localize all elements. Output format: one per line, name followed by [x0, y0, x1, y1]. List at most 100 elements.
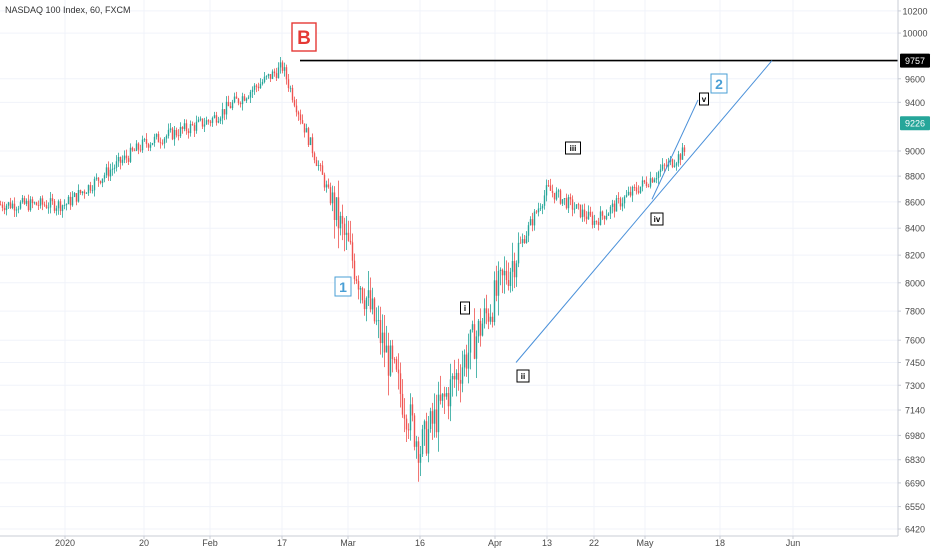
- candle-body: [545, 185, 548, 196]
- candle-body: [19, 202, 22, 209]
- candle-body: [497, 270, 500, 296]
- candle-body: [267, 74, 270, 76]
- candle-body: [597, 221, 600, 226]
- candle-body: [243, 96, 246, 101]
- candle-body: [349, 240, 352, 243]
- candle-body: [637, 191, 640, 193]
- candle-body: [507, 280, 510, 286]
- last-price-badge: [900, 116, 930, 131]
- candle-body: [0, 204, 2, 206]
- wave-label-v: v: [702, 95, 707, 104]
- candle-body: [591, 215, 594, 225]
- candle-body: [287, 79, 290, 89]
- candle-body: [27, 200, 30, 211]
- candle-body: [79, 189, 82, 193]
- candle-body: [249, 91, 252, 98]
- candle-body: [679, 154, 682, 160]
- candle-body: [375, 320, 378, 322]
- candle-body: [499, 269, 502, 271]
- candle-body: [157, 133, 160, 143]
- candle-body: [37, 205, 40, 206]
- x-tick-label: May: [636, 538, 654, 548]
- candle-body: [453, 375, 456, 380]
- x-tick-label: 2020: [55, 538, 75, 548]
- candle-body: [595, 220, 598, 222]
- y-tick-label: 8200: [905, 251, 925, 261]
- candle-body: [97, 177, 100, 181]
- candle-body: [199, 118, 202, 120]
- candle-body: [89, 185, 92, 191]
- candle-body: [377, 320, 380, 321]
- candle-body: [647, 186, 650, 187]
- candle-body: [179, 126, 182, 137]
- candle-body: [575, 204, 578, 209]
- candle-body: [319, 165, 322, 166]
- candle-body: [301, 120, 304, 124]
- candle-body: [269, 74, 272, 79]
- candle-body: [213, 115, 216, 118]
- candle-body: [335, 197, 338, 221]
- wave-label-box: [710, 73, 728, 94]
- candle-body: [617, 198, 620, 200]
- candle-body: [571, 199, 574, 210]
- candle-body: [247, 97, 250, 99]
- candle-body: [281, 62, 284, 71]
- candle-body: [609, 206, 612, 214]
- candle-body: [329, 187, 332, 204]
- candle-body: [221, 109, 224, 119]
- candle-body: [47, 207, 50, 209]
- candle-body: [259, 83, 262, 89]
- trendline-main: [515, 60, 773, 363]
- candle-body: [161, 142, 164, 144]
- candle-body: [533, 211, 536, 226]
- wave-label-ii: ii: [521, 372, 525, 381]
- candle-body: [293, 100, 296, 106]
- wave-label-box: [460, 301, 470, 315]
- candle-body: [207, 120, 210, 122]
- candle-body: [439, 394, 442, 401]
- wave-label-box: [291, 22, 317, 52]
- candle-body: [559, 190, 562, 204]
- y-tick-label: 10000: [902, 29, 927, 39]
- candle-body: [1, 204, 4, 208]
- candle-body: [433, 409, 436, 424]
- candle-body: [657, 172, 660, 179]
- candle-body: [449, 379, 452, 407]
- y-tick-label: 8000: [905, 278, 925, 288]
- candle-body: [455, 372, 458, 380]
- candle-body: [45, 205, 48, 208]
- y-tick-label: 9600: [905, 74, 925, 84]
- candle-body: [133, 150, 136, 152]
- candle-body: [107, 167, 110, 177]
- candle-body: [509, 271, 512, 286]
- trendline-channel: [651, 99, 699, 200]
- candle-body: [585, 216, 588, 220]
- candle-body: [241, 96, 244, 105]
- candle-body: [649, 178, 652, 187]
- candle-body: [57, 201, 60, 209]
- candle-body: [51, 198, 54, 202]
- candle-body: [521, 239, 524, 244]
- candle-body: [43, 204, 46, 206]
- candle-body: [471, 324, 474, 330]
- candle-body: [629, 191, 632, 196]
- candle-body: [663, 164, 666, 166]
- candle-body: [665, 165, 668, 167]
- candle-body: [401, 393, 404, 415]
- candle-body: [369, 290, 372, 310]
- candle-body: [25, 200, 28, 204]
- candle-body: [405, 418, 408, 430]
- candle-body: [311, 137, 314, 154]
- resistance-price-label: 9757: [905, 56, 925, 66]
- candle-body: [67, 196, 70, 205]
- resistance-price-badge: [900, 53, 930, 68]
- trend-lines: [300, 59, 898, 363]
- candle-body: [91, 190, 94, 192]
- candle-body: [621, 203, 624, 207]
- wave-label-iv: iv: [654, 215, 661, 224]
- wave-label-2: 2: [715, 76, 723, 92]
- candle-body: [99, 180, 102, 184]
- candle-body: [65, 204, 68, 206]
- candle-body: [517, 242, 520, 264]
